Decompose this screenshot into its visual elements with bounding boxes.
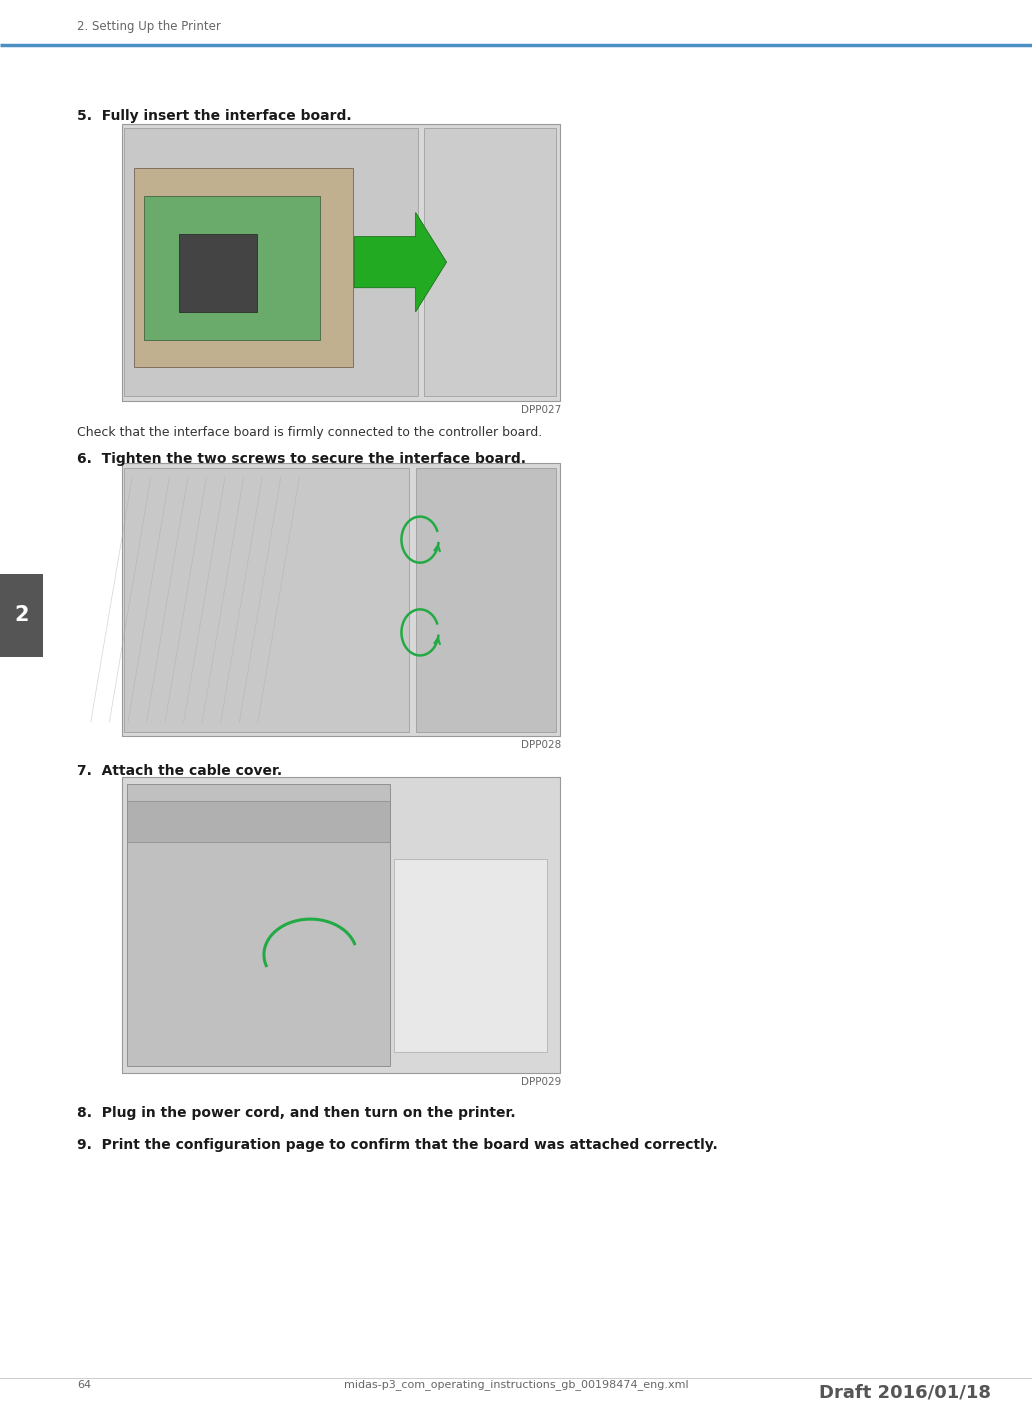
Text: DPP027: DPP027 (521, 405, 561, 415)
Bar (122, 124, 560, 401)
Text: DPP028: DPP028 (521, 740, 561, 750)
Bar (127, 801, 390, 843)
Bar (144, 196, 320, 340)
Polygon shape (354, 212, 447, 313)
Bar (0, 574, 43, 657)
Bar (127, 784, 390, 1066)
Bar (179, 234, 257, 313)
Text: 64: 64 (77, 1380, 92, 1390)
Text: Check that the interface board is firmly connected to the controller board.: Check that the interface board is firmly… (77, 426, 543, 439)
Bar (424, 128, 556, 396)
Text: 5.  Fully insert the interface board.: 5. Fully insert the interface board. (77, 109, 352, 124)
Text: midas-p3_com_operating_instructions_gb_00198474_eng.xml: midas-p3_com_operating_instructions_gb_0… (344, 1378, 688, 1390)
Bar (122, 463, 560, 736)
Bar (124, 468, 409, 732)
Text: 7.  Attach the cable cover.: 7. Attach the cable cover. (77, 764, 283, 779)
Bar (124, 128, 418, 396)
Bar (416, 468, 556, 732)
Bar (394, 860, 547, 1052)
Text: 8.  Plug in the power cord, and then turn on the printer.: 8. Plug in the power cord, and then turn… (77, 1106, 516, 1120)
Text: 2: 2 (14, 605, 29, 625)
Text: 2. Setting Up the Printer: 2. Setting Up the Printer (77, 20, 221, 33)
Text: DPP029: DPP029 (521, 1077, 561, 1087)
Bar (122, 777, 560, 1073)
Text: 6.  Tighten the two screws to secure the interface board.: 6. Tighten the two screws to secure the … (77, 452, 526, 466)
Text: 9.  Print the configuration page to confirm that the board was attached correctl: 9. Print the configuration page to confi… (77, 1138, 718, 1152)
Text: Draft 2016/01/18: Draft 2016/01/18 (818, 1383, 991, 1401)
Bar (134, 168, 353, 368)
